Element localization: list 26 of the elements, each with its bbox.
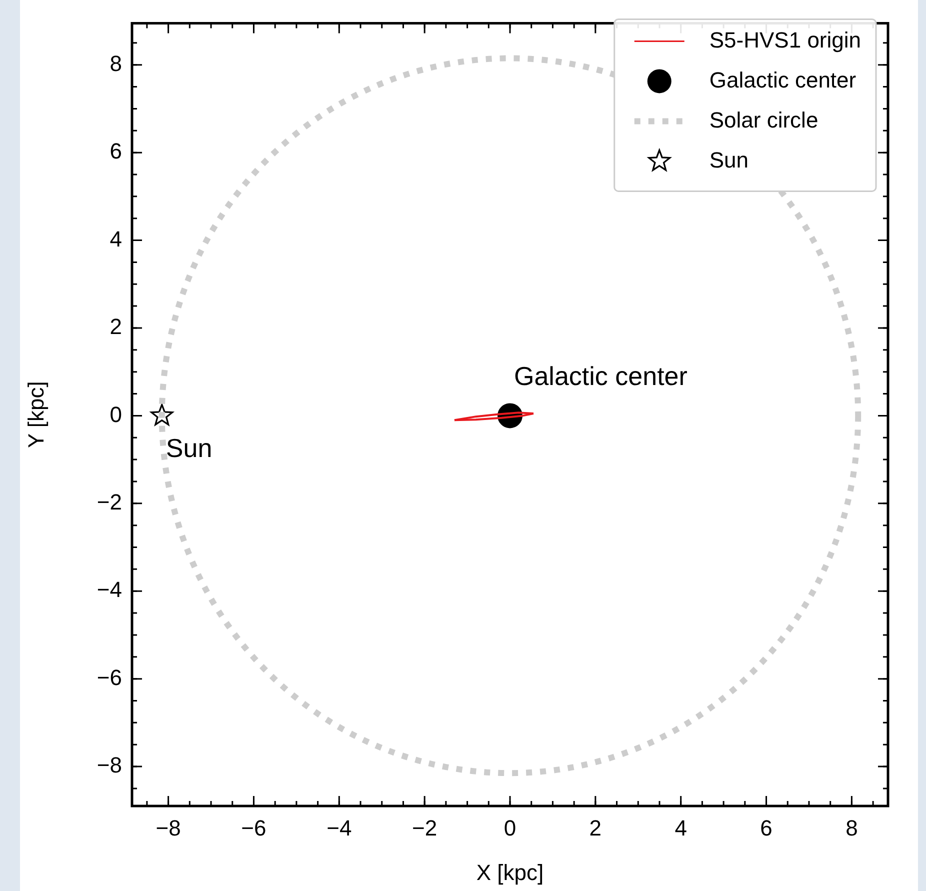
x-tick-label: 4 [674, 815, 687, 840]
y-tick-label: 2 [110, 314, 122, 340]
y-tick-label: 0 [110, 402, 122, 427]
legend-label: Galactic center [709, 67, 856, 92]
x-tick-label: 2 [589, 815, 602, 840]
y-axis-title: Y [kpc] [23, 381, 48, 448]
x-tick-label: 8 [846, 815, 858, 840]
annotation: Solar circle [709, 107, 818, 132]
y-tick-label: 4 [110, 226, 122, 252]
y-tick-label: 6 [110, 138, 122, 164]
legend-label: S5-HVS1 origin [709, 27, 862, 52]
x-tick-label: 6 [760, 815, 772, 840]
y-tick-label: −8 [96, 752, 122, 778]
x-tick-label: −8 [156, 815, 181, 840]
x-tick-label: −6 [241, 815, 266, 840]
x-tick-label: 0 [504, 815, 516, 840]
x-tick-label: −2 [412, 815, 438, 840]
annotation: Galactic center [514, 360, 688, 391]
annotation: Sun [166, 432, 212, 463]
y-tick-label: −2 [96, 489, 122, 514]
x-axis-title: X [kpc] [476, 860, 544, 885]
y-tick-label: −4 [96, 577, 122, 602]
y-tick-label: 8 [110, 50, 122, 76]
x-tick-label: −4 [326, 815, 352, 840]
legend-label: Sun [709, 147, 749, 172]
y-tick-label: −6 [96, 664, 122, 690]
